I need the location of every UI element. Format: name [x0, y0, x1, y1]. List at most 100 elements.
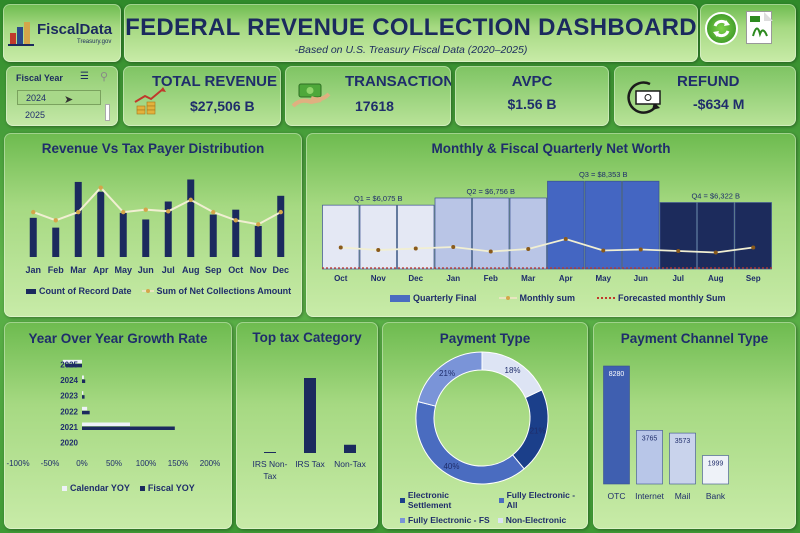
net-collections-point	[53, 218, 58, 223]
quarter-label: Q3 = $8,353 B	[579, 170, 628, 179]
fiscaldata-logo-icon	[8, 22, 34, 46]
quarterly-net-worth-title: Monthly & Fiscal Quarterly Net Worth	[431, 141, 671, 156]
x-tick-label: Apr	[93, 265, 109, 275]
y-tick-label: 2020	[60, 439, 78, 448]
slicer-option-2025[interactable]: 2025	[17, 108, 101, 123]
header-logo-panel: FiscalData Treasury.gov	[3, 4, 121, 62]
monthly-sum-point	[488, 249, 493, 254]
calendar-yoy-bar-2022	[82, 406, 88, 411]
multiselect-icon[interactable]: ☰	[80, 71, 89, 82]
slicer-option-label: 2025	[25, 110, 46, 120]
bar-mar	[74, 181, 82, 257]
monthly-sum-line	[340, 238, 754, 254]
bar-feb	[52, 227, 60, 257]
legend-label: Fully Electronic - All	[506, 490, 576, 510]
fiscal-yoy-bar-2023	[82, 395, 85, 399]
x-tick-label: Jun	[634, 274, 648, 283]
pdf-icon[interactable]	[746, 11, 773, 44]
quarter-bar-feb	[472, 197, 510, 270]
header-title-panel: FEDERAL REVENUE COLLECTION DASHBOARD -Ba…	[124, 4, 698, 62]
x-tick-label: Aug	[708, 274, 724, 283]
x-tick-label: Aug	[182, 265, 200, 275]
net-collections-point	[188, 197, 193, 203]
net-collections-line	[32, 186, 282, 226]
calendar-yoy-bar-2023	[82, 391, 84, 395]
page-subtitle: -Based on U.S. Treasury Fiscal Data (202…	[294, 44, 528, 56]
x-tick-label: May	[595, 274, 611, 283]
y-tick-label: 2023	[60, 392, 78, 401]
money-growth-icon	[134, 87, 166, 115]
y-tick-label: 2021	[60, 423, 78, 432]
legend-label: Monthly sum	[519, 293, 576, 303]
bar-aug	[187, 179, 195, 257]
logo-sub: Treasury.gov	[77, 39, 112, 45]
kpi-refund-value: -$634 M	[693, 96, 745, 112]
y-tick-label: 2024	[60, 376, 78, 385]
x-tick-label: IRS Tax	[295, 459, 325, 469]
x-tick-label: Nov	[250, 265, 267, 275]
net-collections-point	[256, 222, 261, 227]
yoy-growth-title: Year Over Year Growth Rate	[28, 331, 208, 346]
slicer-option-2024[interactable]: 2024	[17, 90, 101, 105]
donut-slice-3	[481, 351, 543, 399]
quarterly-net-worth-chart: Q1 = $6,075 B Q2 = $6,756 B Q3 = $8,353 B Q…	[322, 170, 772, 283]
quarter-bar-nov	[359, 204, 397, 270]
refresh-icon[interactable]	[705, 12, 738, 45]
kpi-total-revenue-value: $27,506 B	[190, 98, 255, 114]
x-tick-label: Mar	[521, 274, 535, 283]
x-tick-label: Apr	[559, 274, 573, 283]
x-tick-label: Jul	[162, 265, 175, 275]
yoy-growth-legend: Calendar YOY Fiscal YOY	[62, 483, 195, 493]
kpi-avpc: AVPC $1.56 B	[455, 66, 609, 126]
x-tick-label: Non-Tax	[334, 459, 366, 469]
legend-label: Fiscal YOY	[147, 483, 195, 493]
x-tick-label: Oct	[334, 274, 348, 283]
x-tick-label: OTC	[608, 491, 626, 501]
data-label: 8280	[609, 371, 625, 378]
bar-jul	[164, 201, 172, 257]
data-label: 1999	[708, 461, 724, 468]
legend-label: Count of Record Date	[39, 286, 132, 296]
quarter-bar-jul	[659, 202, 697, 270]
net-collections-point	[121, 209, 126, 215]
y-tick-label: 2025	[60, 360, 78, 369]
channel-bar-internet	[636, 430, 663, 485]
fiscal-yoy-bar-2025	[66, 363, 82, 368]
donut-slice-1	[415, 400, 525, 485]
payment-type-chart: 21% 40% 21% 18%	[415, 351, 549, 485]
clear-filter-icon[interactable]: ⚲	[100, 71, 109, 83]
tax-bar	[304, 378, 316, 453]
kpi-refund-label: REFUND	[677, 73, 740, 90]
monthly-sum-point	[338, 245, 343, 250]
x-tick-label: 150%	[168, 459, 188, 468]
legend-label: Calendar YOY	[70, 483, 130, 493]
channel-bar-bank	[702, 455, 729, 485]
revenue-vs-taxpayer-title: Revenue Vs Tax Payer Distribution	[41, 141, 265, 156]
cursor-icon: ➤	[64, 94, 74, 106]
x-tick-label: Dec	[272, 265, 289, 275]
slicer-title: Fiscal Year	[16, 73, 63, 83]
payment-channel-panel: Payment Channel Type 8280 OTC 3765 Internet…	[593, 322, 796, 529]
top-tax-category-chart: IRS Non- Tax IRS Tax Non-Tax	[253, 378, 367, 481]
header-actions-panel	[700, 4, 796, 62]
bar-oct	[232, 209, 240, 257]
channel-bar-otc	[603, 365, 630, 485]
top-tax-category-panel: Top tax Category IRS Non- Tax IRS Tax Non-T…	[236, 322, 378, 529]
kpi-transactions-value: 17618	[355, 98, 394, 114]
top-tax-category-title: Top tax Category	[252, 330, 362, 345]
quarter-label: Q2 = $6,756 B	[466, 187, 515, 196]
monthly-sum-point	[601, 248, 606, 253]
quarter-label: Q1 = $6,075 B	[354, 194, 403, 203]
tax-bar	[264, 452, 276, 453]
slicer-scrollbar[interactable]	[105, 104, 110, 121]
x-tick-label: Sep	[205, 265, 222, 275]
x-tick-label: Feb	[484, 274, 498, 283]
x-tick-label: Feb	[48, 265, 65, 275]
bar-jan	[29, 217, 37, 257]
slice-label: 21%	[530, 426, 546, 435]
bar-sep	[209, 214, 217, 257]
fiscal-yoy-bar-2021	[82, 426, 175, 430]
bar-apr	[97, 191, 105, 257]
legend-label: Quarterly Final	[413, 293, 477, 303]
fiscal-yoy-bar-2024	[82, 379, 86, 383]
